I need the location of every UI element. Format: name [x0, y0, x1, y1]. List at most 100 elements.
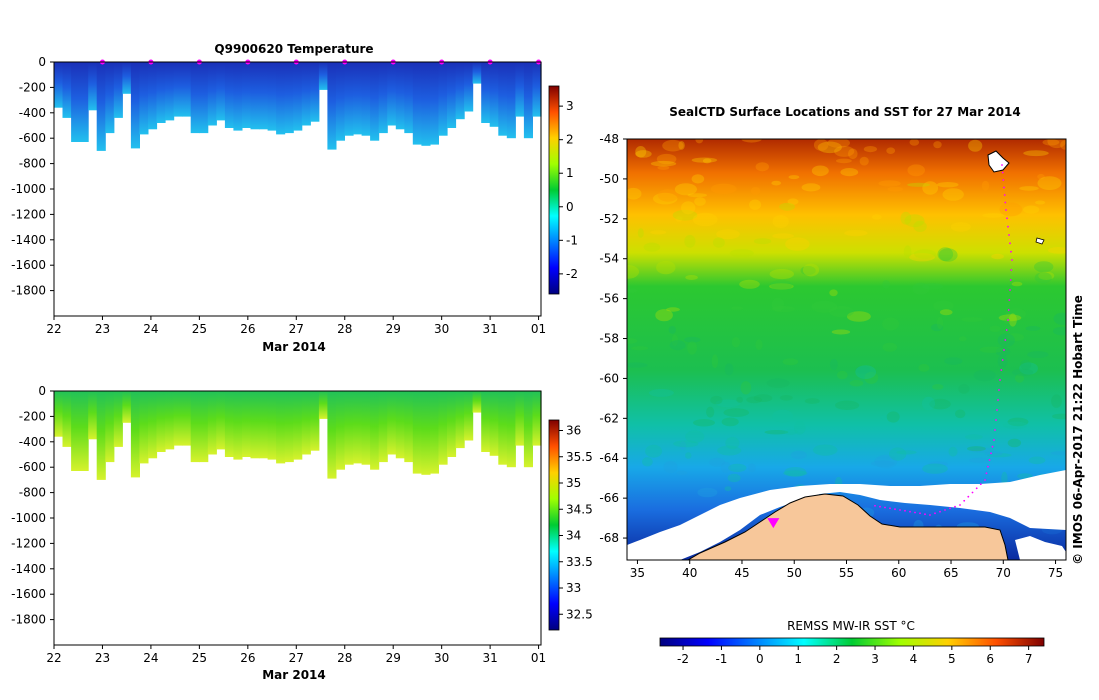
y-tick-label: -600	[19, 460, 46, 474]
sst-patch	[635, 150, 652, 158]
sst-patch	[882, 317, 899, 331]
sst-patch	[710, 395, 723, 405]
profile-column	[54, 391, 64, 437]
sst-patch	[736, 396, 743, 403]
x-tick-label: 28	[337, 322, 352, 336]
track-point	[924, 513, 926, 516]
profile-column	[62, 391, 72, 447]
profile-column	[404, 62, 414, 134]
profile-column	[71, 62, 81, 142]
sst-patch	[1012, 368, 1034, 377]
sst-patch	[1052, 413, 1066, 420]
map-x-tick-label: 45	[734, 566, 749, 580]
sst-patch	[961, 317, 983, 322]
sst-patch	[779, 202, 795, 211]
sst-patch	[989, 325, 1001, 332]
track-point	[1008, 299, 1011, 301]
sst-patch	[932, 384, 944, 390]
sst-patch	[804, 398, 820, 404]
sst-patch	[896, 450, 917, 455]
sst-patch	[724, 363, 734, 376]
sst-patch	[907, 182, 931, 187]
temperature-colorbar	[548, 85, 560, 295]
sst-patch	[790, 450, 807, 460]
sst-patch	[834, 145, 855, 157]
sst-patch	[782, 358, 799, 366]
x-tick-label: 27	[289, 322, 304, 336]
sst-patch	[715, 399, 741, 408]
sst-patch	[769, 269, 794, 280]
sst-patch	[859, 156, 869, 166]
sst-patch	[783, 470, 808, 477]
sst-patch	[1034, 261, 1054, 273]
sst-patch	[922, 463, 948, 474]
sst-patch	[730, 306, 744, 311]
sst-patch	[827, 139, 850, 148]
profile-column	[489, 62, 499, 127]
colorbar-tick-label: 33	[566, 581, 581, 595]
profile-column	[481, 391, 491, 452]
x-tick-label: 01	[531, 651, 546, 665]
sst-patch	[755, 339, 763, 351]
track-point	[1007, 319, 1009, 321]
track-point	[889, 507, 891, 510]
profile-column	[130, 391, 140, 478]
sst-patch	[835, 400, 860, 410]
sst-colorbar-title: REMSS MW-IR SST °C	[787, 619, 915, 633]
profile-column	[105, 391, 115, 463]
sst-patch	[981, 180, 990, 191]
sst-patch	[1027, 351, 1049, 359]
sst-patch	[772, 233, 794, 239]
sst-patch	[674, 183, 698, 196]
sst-patch	[685, 275, 698, 280]
sst-patch	[794, 421, 806, 435]
track-point	[999, 379, 1001, 381]
sst-patch	[710, 183, 737, 195]
sst-patch	[656, 260, 676, 275]
sst-patch	[685, 430, 705, 444]
profile-column	[250, 62, 260, 130]
sst-patch	[913, 220, 927, 232]
profile-column	[242, 62, 252, 128]
sst-patch	[811, 165, 829, 177]
profile-column	[250, 391, 260, 459]
sst-patch	[673, 440, 699, 448]
sst-patch	[886, 411, 900, 423]
sst-patch	[779, 395, 793, 401]
sst-patch	[678, 141, 685, 150]
track-point	[919, 512, 921, 515]
profile-column	[156, 62, 166, 123]
sst-patch	[965, 434, 983, 440]
y-tick-label: 0	[38, 55, 46, 69]
sst-texture	[627, 139, 1066, 560]
track-point	[1003, 194, 1006, 196]
profile-column	[96, 391, 106, 480]
profile-column	[199, 391, 209, 463]
sst-patch	[849, 379, 864, 387]
sst-colorbar-tick-label: -2	[677, 652, 689, 666]
sst-patch	[922, 283, 944, 290]
track-point	[1007, 225, 1009, 228]
imos-watermark: © IMOS 06-Apr-2017 21:22 Hobart Time	[1071, 295, 1085, 565]
sst-patch	[787, 198, 799, 205]
sst-patch	[930, 323, 944, 332]
sst-patch	[1005, 308, 1026, 320]
sst-patch	[784, 467, 807, 477]
profile-column	[165, 391, 175, 450]
sst-patch	[1050, 451, 1066, 456]
sst-patch	[1019, 186, 1039, 191]
sst-patch	[770, 279, 793, 291]
profile-column	[318, 62, 328, 90]
track-point	[984, 479, 986, 481]
track-point	[944, 509, 946, 511]
sst-patch	[829, 289, 838, 297]
profile-column	[464, 62, 474, 112]
profile-column	[447, 62, 457, 128]
sst-patch	[728, 463, 747, 473]
profile-column	[438, 391, 448, 465]
y-tick-label: -1200	[11, 536, 46, 550]
profile-column	[498, 391, 508, 465]
x-tick-label: 30	[434, 651, 449, 665]
y-tick-label: -1000	[11, 511, 46, 525]
sst-patch	[928, 461, 948, 467]
